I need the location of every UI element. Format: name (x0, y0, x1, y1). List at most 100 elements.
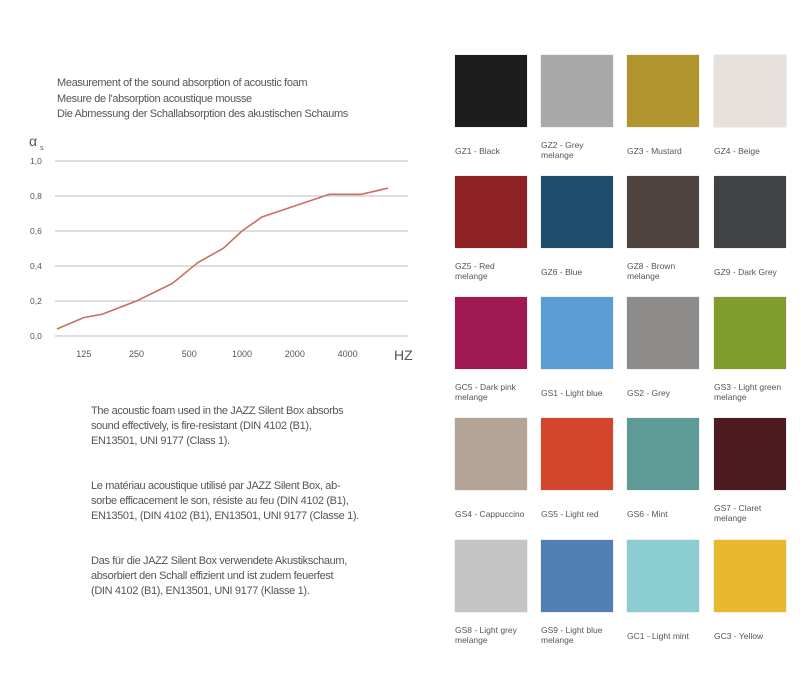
paragraph-line: sound effectively, is fire-resistant (DI… (91, 420, 312, 432)
absorption-chart: 0,0 0,2 0,4 0,6 0,8 1,0 125 250 500 1000 2000 4000 H… (29, 133, 413, 363)
swatch-chip (714, 297, 786, 369)
x-tick-label: 1000 (232, 349, 252, 359)
color-swatch: GZ6 - Blue (541, 176, 613, 277)
swatch-chip (541, 418, 613, 490)
color-swatch: GS8 - Light grey melange (455, 540, 527, 645)
swatch-chip (541, 55, 613, 127)
swatch-label-line: GS8 - Light grey (455, 625, 517, 635)
paragraph-line: The acoustic foam used in the JAZZ Silen… (91, 405, 344, 417)
color-swatch: GZ1 - Black (455, 55, 527, 156)
y-tick-label: 0,4 (30, 261, 42, 271)
swatch-label: GC1 - Light mint (627, 631, 711, 641)
color-swatch: GZ5 - Red melange (455, 176, 527, 281)
paragraph-line: (DIN 4102 (B1), EN13501, UNI 9177 (Klass… (91, 585, 310, 597)
swatch-chip (541, 297, 613, 369)
swatch-label-line: melange (541, 635, 574, 645)
paragraph-de: Das für die JAZZ Silent Box verwendete A… (91, 554, 347, 599)
swatch-label-line: GS1 - Light blue (541, 388, 603, 398)
title-line-fr: Mesure de l'absorption acoustique mousse (57, 92, 252, 105)
swatch-chip (627, 55, 699, 127)
swatch-chip (714, 418, 786, 490)
x-tick-label: 500 (182, 349, 197, 359)
swatch-chip (541, 176, 613, 248)
swatch-label-line: melange (627, 271, 660, 281)
color-swatch: GS9 - Light blue melange (541, 540, 613, 645)
swatch-chip (627, 540, 699, 612)
color-swatch: GZ3 - Mustard (627, 55, 699, 156)
swatch-label-line: GS4 - Cappuccino (455, 509, 525, 519)
swatch-label: GZ4 - Beige (714, 146, 798, 156)
swatch-label: GS7 - Claret melange (714, 503, 798, 523)
x-tick-label: 4000 (338, 349, 358, 359)
x-tick-label: 250 (129, 349, 144, 359)
swatch-label-line: melange (455, 635, 488, 645)
title-line-en: Measurement of the sound absorption of a… (57, 77, 308, 89)
swatch-label-line: melange (714, 513, 747, 523)
swatch-chip (455, 297, 527, 369)
title-line-de: Die Abmessung der Schallabsorption des a… (57, 108, 348, 120)
swatch-chip (714, 55, 786, 127)
swatch-label-line: GS2 - Grey (627, 388, 670, 398)
swatch-label-line: GZ5 - Red (455, 261, 495, 271)
color-swatch: GS1 - Light blue (541, 297, 613, 398)
swatch-label-line: GS5 - Light red (541, 509, 599, 519)
swatch-label: GS4 - Cappuccino (455, 509, 539, 519)
x-axis-label: HZ (394, 347, 413, 363)
swatch-label: GZ5 - Red melange (455, 261, 539, 281)
swatch-label-line: GZ6 - Blue (541, 267, 583, 277)
color-swatch: GS7 - Claret melange (714, 418, 786, 523)
y-axis-label: α (29, 133, 37, 149)
paragraph-line: Das für die JAZZ Silent Box verwendete A… (91, 555, 347, 567)
swatch-label: GS2 - Grey (627, 388, 711, 398)
paragraph-en: The acoustic foam used in the JAZZ Silen… (91, 404, 344, 449)
swatch-label-line: GZ8 - Brown (627, 261, 676, 271)
swatch-chip (455, 540, 527, 612)
color-swatch: GZ8 - Brown melange (627, 176, 699, 281)
swatch-label: GS3 - Light green melange (714, 382, 798, 402)
y-axis-label-subscript: s (40, 145, 44, 152)
swatch-label-line: GZ2 - Grey (541, 140, 584, 150)
swatch-chip (627, 176, 699, 248)
y-tick-label: 0,2 (30, 296, 42, 306)
y-tick-label: 0,0 (30, 331, 42, 341)
swatch-label-line: GZ3 - Mustard (627, 146, 682, 156)
swatch-label: GZ1 - Black (455, 146, 539, 156)
swatch-label: GS8 - Light grey melange (455, 625, 539, 645)
paragraph-line: sorbe efficacement le son, résiste au fe… (91, 495, 349, 507)
color-swatch: GS6 - Mint (627, 418, 699, 519)
swatch-label-line: melange (714, 392, 747, 402)
swatch-label: GZ8 - Brown melange (627, 261, 711, 281)
swatch-label-line: GZ1 - Black (455, 146, 500, 156)
swatch-chip (455, 176, 527, 248)
swatch-label: GZ6 - Blue (541, 267, 625, 277)
swatch-label-line: GS3 - Light green (714, 382, 782, 392)
y-tick-label: 1,0 (30, 156, 42, 166)
paragraph-fr: Le matériau acoustique utilisé par JAZZ … (91, 479, 359, 524)
swatch-label-line: melange (455, 271, 488, 281)
swatch-label: GZ2 - Grey melange (541, 140, 625, 160)
chart-title: Measurement of the sound absorption of a… (57, 76, 348, 123)
color-swatch: GZ9 - Dark Grey (714, 176, 786, 277)
y-tick-label: 0,8 (30, 191, 42, 201)
swatch-label: GS6 - Mint (627, 509, 711, 519)
color-swatch: GC3 - Yellow (714, 540, 786, 641)
swatch-label-line: melange (541, 150, 574, 160)
swatch-chip (714, 176, 786, 248)
swatch-chip (455, 55, 527, 127)
absorption-series-line (56, 187, 389, 330)
swatch-label: GC3 - Yellow (714, 631, 798, 641)
color-swatch: GZ2 - Grey melange (541, 55, 613, 160)
swatch-label-line: GZ4 - Beige (714, 146, 760, 156)
swatch-chip (627, 418, 699, 490)
y-tick-label: 0,6 (30, 226, 42, 236)
swatch-label: GZ9 - Dark Grey (714, 267, 798, 277)
color-swatch: GS3 - Light green melange (714, 297, 786, 402)
swatch-label: GS9 - Light blue melange (541, 625, 625, 645)
paragraph-line: EN13501, (DIN 4102 (B1), EN13501, UNI 91… (91, 510, 359, 522)
paragraph-line: EN13501, UNI 9177 (Class 1). (91, 435, 230, 447)
swatch-label-line: GC1 - Light mint (627, 631, 689, 641)
color-swatch: GS5 - Light red (541, 418, 613, 519)
swatch-label-line: GS7 - Claret (714, 503, 762, 513)
swatch-label-line: GZ9 - Dark Grey (714, 267, 777, 277)
swatch-label-line: GS9 - Light blue (541, 625, 603, 635)
